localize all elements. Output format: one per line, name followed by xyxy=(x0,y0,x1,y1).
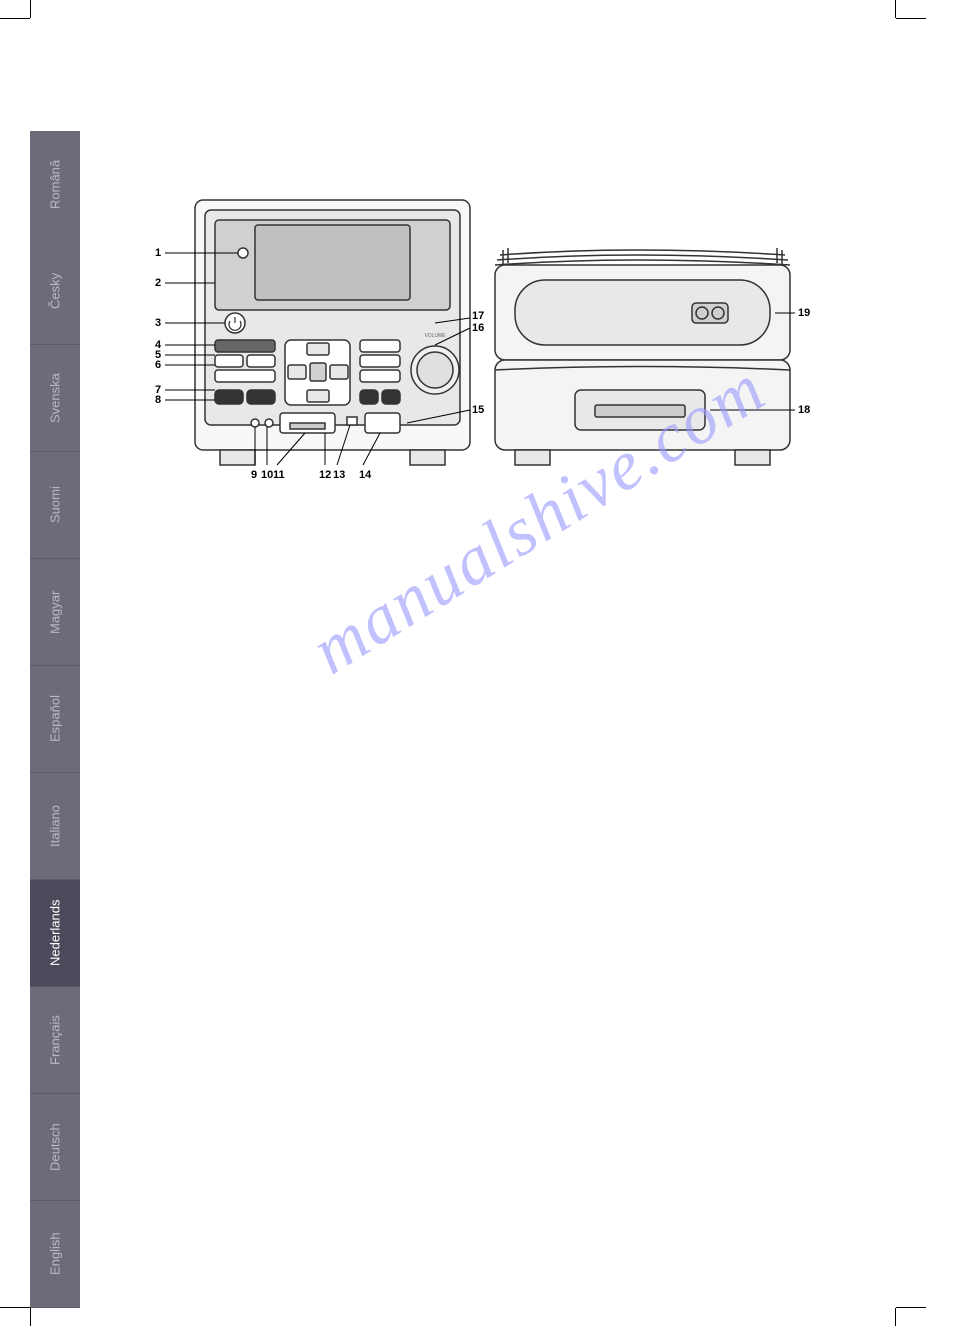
crop-mark xyxy=(895,0,896,18)
callout-8: 8 xyxy=(155,394,161,406)
crop-mark xyxy=(895,1308,896,1326)
callout-10: 10 xyxy=(261,469,273,481)
crop-mark xyxy=(896,18,926,19)
crop-mark xyxy=(30,1308,31,1326)
lang-tab-romana[interactable]: Română xyxy=(30,131,80,238)
callout-17: 17 xyxy=(472,310,484,322)
callout-13: 13 xyxy=(333,469,345,481)
lang-tab-english[interactable]: English xyxy=(30,1201,80,1308)
callout-14: 14 xyxy=(359,469,371,481)
crop-mark xyxy=(0,1307,30,1308)
callout-15: 15 xyxy=(472,404,484,416)
lang-tab-francais[interactable]: Français xyxy=(30,987,80,1094)
callout-12: 12 xyxy=(319,469,331,481)
callout-1: 1 xyxy=(155,247,161,259)
lang-tab-svenska[interactable]: Svenska xyxy=(30,345,80,452)
callout-19: 19 xyxy=(798,307,810,319)
lang-tab-magyar[interactable]: Magyar xyxy=(30,559,80,666)
lang-tab-italiano[interactable]: Italiano xyxy=(30,773,80,880)
lang-tab-cesky[interactable]: Česky xyxy=(30,238,80,345)
lang-tab-deutsch[interactable]: Deutsch xyxy=(30,1094,80,1201)
svg-text:VOLUME: VOLUME xyxy=(424,333,446,339)
language-sidebar: English Deutsch Français Nederlands Ital… xyxy=(30,18,80,1308)
crop-mark xyxy=(0,18,30,19)
callout-3: 3 xyxy=(155,317,161,329)
lang-tab-espanol[interactable]: Espaňol xyxy=(30,666,80,773)
callout-6: 6 xyxy=(155,359,161,371)
callout-18: 18 xyxy=(798,404,810,416)
callout-9: 9 xyxy=(251,469,257,481)
callout-11: 11 xyxy=(273,469,285,481)
crop-mark xyxy=(896,1307,926,1308)
device-diagram: VOLUME xyxy=(155,195,815,495)
lang-tab-nederlands[interactable]: Nederlands xyxy=(30,880,80,987)
lang-tab-suomi[interactable]: Suomi xyxy=(30,452,80,559)
crop-mark xyxy=(30,0,31,18)
callout-16: 16 xyxy=(472,322,484,334)
callout-2: 2 xyxy=(155,277,161,289)
device-svg: VOLUME xyxy=(155,195,815,495)
